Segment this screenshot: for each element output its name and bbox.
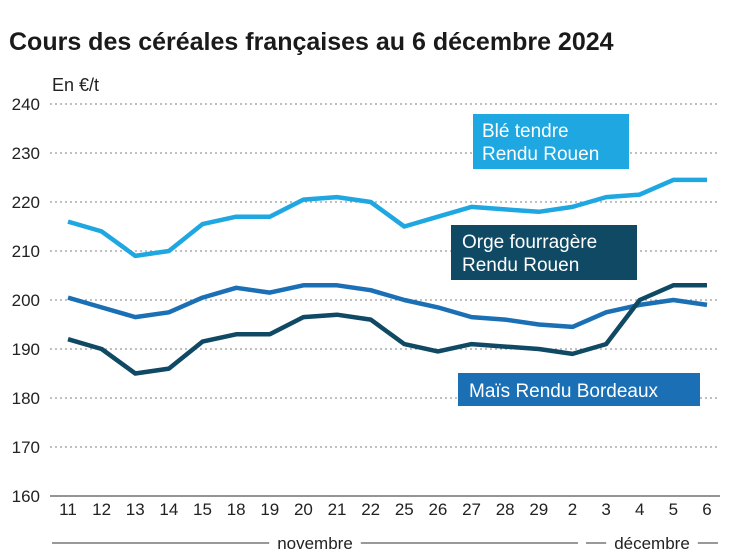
- y-tick-label: 220: [12, 193, 40, 212]
- month-label: novembre: [277, 534, 353, 553]
- legend-box-0: [473, 114, 629, 169]
- legend-label: Rendu Rouen: [482, 144, 599, 165]
- x-tick-label: 5: [669, 500, 678, 519]
- y-tick-label: 160: [12, 487, 40, 506]
- y-tick-label: 200: [12, 291, 40, 310]
- x-tick-label: 18: [227, 500, 246, 519]
- x-tick-label: 20: [294, 500, 313, 519]
- x-tick-label: 29: [529, 500, 548, 519]
- series-line-0: [67, 177, 707, 259]
- x-tick-label: 3: [601, 500, 610, 519]
- x-tick-label: 19: [260, 500, 279, 519]
- x-tick-label: 28: [496, 500, 515, 519]
- month-label: décembre: [614, 534, 690, 553]
- y-tick-label: 190: [12, 340, 40, 359]
- y-tick-label: 240: [12, 95, 40, 114]
- x-tick-label: 21: [328, 500, 347, 519]
- series-line-2: [67, 283, 708, 330]
- y-tick-label: 170: [12, 438, 40, 457]
- y-tick-label: 230: [12, 144, 40, 163]
- x-tick-label: 15: [193, 500, 212, 519]
- grid-lines: [50, 103, 720, 497]
- x-tick-label: 26: [428, 500, 447, 519]
- x-tick-label: 22: [361, 500, 380, 519]
- x-axis-ticks: 11 12 13 14 15 18 19 20 21 22 25 26 27 28 29 2 3 4 5 6: [59, 500, 712, 519]
- y-axis-ticks: 160 170 180 190 200 210 220 230 240: [12, 95, 40, 506]
- legend-label: Orge fourragère: [462, 232, 597, 253]
- x-tick-label: 13: [126, 500, 145, 519]
- y-axis-unit-label: En €/t: [52, 75, 99, 95]
- x-tick-label: 12: [92, 500, 111, 519]
- series-line-1: [67, 283, 707, 376]
- chart-title: Cours des céréales françaises au 6 décem…: [9, 28, 614, 56]
- legend-box-1: [451, 225, 637, 280]
- legend-box-2: [458, 373, 700, 406]
- y-tick-label: 210: [12, 242, 40, 261]
- x-tick-label: 6: [702, 500, 711, 519]
- x-tick-label: 2: [568, 500, 577, 519]
- x-tick-label: 4: [635, 500, 644, 519]
- legend-label: Blé tendre: [482, 121, 569, 142]
- month-groups: novembre décembre: [52, 534, 718, 553]
- y-tick-label: 180: [12, 389, 40, 408]
- legend-label: Rendu Rouen: [462, 255, 579, 276]
- x-tick-label: 11: [59, 500, 77, 519]
- x-tick-label: 25: [395, 500, 414, 519]
- x-tick-label: 27: [462, 500, 481, 519]
- series-lines: [67, 177, 708, 376]
- x-tick-label: 14: [159, 500, 178, 519]
- legend-label: Maïs Rendu Bordeaux: [469, 381, 659, 402]
